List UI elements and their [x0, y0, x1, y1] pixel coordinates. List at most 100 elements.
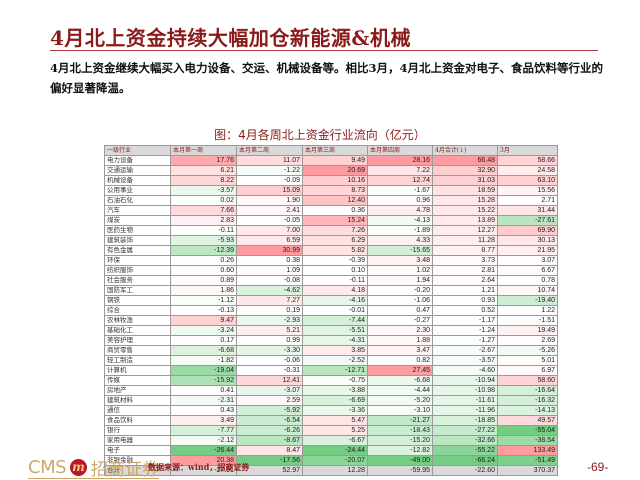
cell-industry: 建筑装饰 [104, 235, 171, 246]
cell-week4: 0.96 [367, 195, 433, 206]
cell-march: 30.13 [497, 235, 558, 246]
table-row: 银行 -7.77 -6.26 5.25 -18.43 -27.22 -55.04 [104, 425, 558, 436]
cell-week4: 27.45 [367, 365, 433, 376]
cell-week3: -4.31 [302, 335, 368, 346]
cell-week4: -59.95 [367, 465, 433, 476]
table-row: 传媒 -15.92 12.41 -0.75 -6.68 -10.94 58.60 [104, 375, 558, 386]
table-row: 纺织服饰 0.60 1.09 0.10 1.02 2.81 6.67 [104, 265, 558, 276]
cell-week1: 0.26 [170, 255, 237, 266]
cell-week1: 6.21 [170, 165, 237, 176]
cell-march: -27.61 [497, 215, 558, 226]
cell-week4: -4.44 [367, 385, 433, 396]
cell-march: 2.71 [497, 195, 558, 206]
cell-march: 5.01 [497, 355, 558, 366]
header-week3: 本月第三周 [302, 145, 368, 156]
cell-week2: 1.09 [236, 265, 303, 276]
table-row: 煤炭 2.83 -0.05 15.24 -4.13 13.89 -27.61 [104, 215, 558, 226]
page-number: -69- [587, 460, 609, 474]
cell-week2: 30.99 [236, 245, 303, 256]
cell-april-total: -22.60 [432, 465, 498, 476]
cell-week3: 8.73 [302, 185, 368, 196]
cell-industry: 美容护理 [104, 335, 171, 346]
cell-week1: -2.12 [170, 435, 237, 446]
cell-april-total: 18.59 [432, 185, 498, 196]
cell-week2: -8.67 [236, 435, 303, 446]
cell-industry: 传媒 [104, 375, 171, 386]
chart-title: 图：4月各周北上资金行业流向（亿元） [214, 128, 426, 142]
cell-week4: -0.20 [367, 285, 433, 296]
cell-april-total: 32.90 [432, 165, 498, 176]
cell-industry: 商贸零售 [104, 345, 171, 356]
cell-april-total: -1.24 [432, 325, 498, 336]
cell-march: 31.44 [497, 205, 558, 216]
cell-april-total: -3.57 [432, 355, 498, 366]
cell-march: 19.49 [497, 325, 558, 336]
cell-week1: -1.12 [170, 295, 237, 306]
cell-industry: 轻工制造 [104, 355, 171, 366]
cell-week2: 2.59 [236, 395, 303, 406]
cell-week3: -24.44 [302, 445, 368, 456]
table-row: 通信 0.43 -5.92 -3.36 -3.10 -11.96 -14.13 [104, 405, 558, 416]
cell-week2: 2.41 [236, 205, 303, 216]
cell-industry: 计算机 [104, 365, 171, 376]
cell-week4: -49.00 [367, 455, 433, 466]
summary-text: 4月北上资金继续大幅买入电力设备、交运、机械设备等。相比3月，4月北上资金对电子… [50, 61, 603, 95]
table-row: 家用电器 -2.12 -8.67 -6.67 -15.20 -32.66 -38.54 [104, 435, 558, 446]
cell-week2: -5.92 [236, 405, 303, 416]
logo-badge-icon: m [70, 458, 88, 476]
logo-text: CMS [28, 456, 67, 478]
cell-week1: -12.39 [170, 245, 237, 256]
cell-week4: -4.13 [367, 215, 433, 226]
table-row: 建筑材料 -2.31 2.59 -6.69 -5.20 -11.61 -16.32 [104, 395, 558, 406]
cell-march: 6.97 [497, 365, 558, 376]
header-industry: 一级行业 [104, 145, 171, 156]
cell-week1: -0.11 [170, 225, 237, 236]
cell-april-total: 2.81 [432, 265, 498, 276]
cell-week3: -6.67 [302, 435, 368, 446]
cell-march: 21.95 [497, 245, 558, 256]
cell-week2: -2.93 [236, 315, 303, 326]
header-april-total: 4月合计(↓) [432, 145, 498, 156]
cell-week3: -0.39 [302, 255, 368, 266]
cell-week2: 6.59 [236, 235, 303, 246]
cell-industry: 机械设备 [104, 175, 171, 186]
cell-week2: 7.27 [236, 295, 303, 306]
cell-week3: 12.40 [302, 195, 368, 206]
header-march: 3月 [497, 145, 558, 156]
cell-march: 370.37 [497, 465, 558, 476]
cell-week4: -18.43 [367, 425, 433, 436]
cell-industry: 钢铁 [104, 295, 171, 306]
header-week4: 本月第四周 [367, 145, 433, 156]
cell-march: 15.56 [497, 185, 558, 196]
table-header-row: 一级行业 本月第一周 本月第二周 本月第三周 本月第四周 4月合计(↓) 3月 [104, 145, 558, 156]
cell-week3: 4.18 [302, 285, 368, 296]
cell-week4: 1.88 [367, 335, 433, 346]
cell-industry: 石油石化 [104, 195, 171, 206]
cell-week1: -26.44 [170, 445, 237, 456]
title-divider [50, 50, 598, 51]
logo-company-name: 招商证券 [91, 459, 160, 480]
cell-week2: 0.19 [236, 305, 303, 316]
cell-week1: 2.83 [170, 215, 237, 226]
cell-industry: 煤炭 [104, 215, 171, 226]
cell-week4: -15.65 [367, 245, 433, 256]
cell-march: 69.90 [497, 225, 558, 236]
cell-week3: 12.28 [302, 465, 368, 476]
cell-week3: -0.75 [302, 375, 368, 386]
cell-march: 3.07 [497, 255, 558, 266]
cell-april-total: -1.17 [432, 315, 498, 326]
cell-april-total: 13.89 [432, 215, 498, 226]
cell-week3: 10.16 [302, 175, 368, 186]
table-row: 钢铁 -1.12 7.27 -4.16 -1.06 0.93 -19.40 [104, 295, 558, 306]
cell-week1: 0.17 [170, 335, 237, 346]
cell-week4: 4.33 [367, 235, 433, 246]
table-row: 公用事业 -3.57 15.09 8.73 -1.67 18.59 15.56 [104, 185, 558, 196]
header-week1: 本月第一周 [170, 145, 237, 156]
cell-week4: 28.16 [367, 155, 433, 166]
cell-week4: -5.20 [367, 395, 433, 406]
data-source: 数据来源：wind，招商证券 [148, 462, 250, 472]
cell-week4: 3.47 [367, 345, 433, 356]
cell-week3: -20.07 [302, 455, 368, 466]
cell-week2: -0.31 [236, 365, 303, 376]
cell-week1: 9.47 [170, 315, 237, 326]
